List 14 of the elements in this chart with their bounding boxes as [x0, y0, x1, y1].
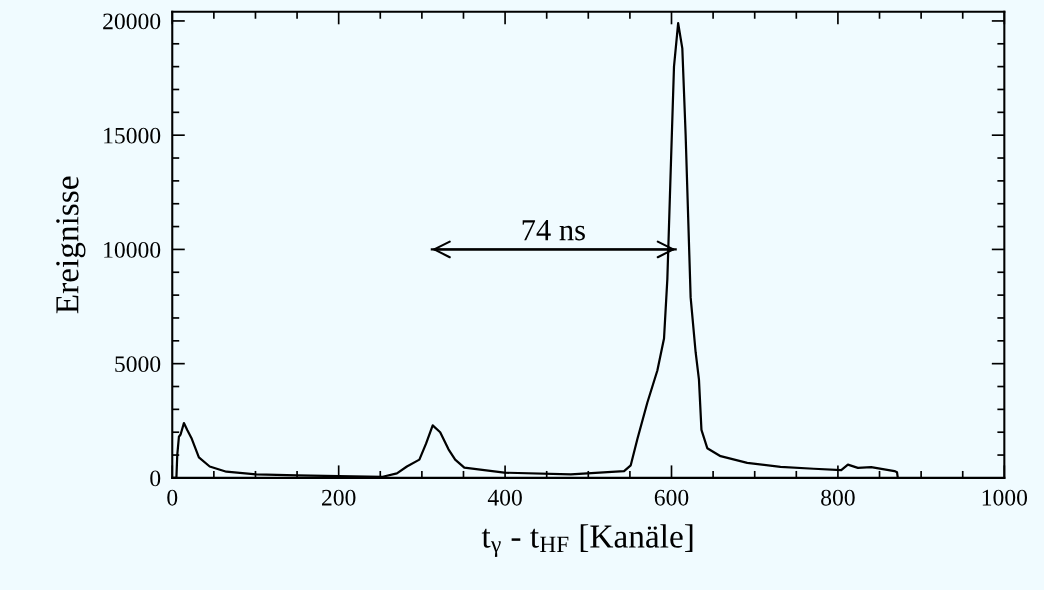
x-tick-label: 1000 — [982, 489, 1028, 506]
x-tick-label: 800 — [821, 489, 855, 506]
x-tick-label: 0 — [167, 489, 178, 506]
y-tick-label: 10000 — [104, 241, 161, 258]
annotation: 74 ns — [522, 220, 585, 241]
y-tick-label: 15000 — [104, 127, 161, 144]
x-tick-label: 400 — [487, 489, 522, 506]
x-tick-label: 600 — [654, 489, 689, 506]
y-tick-label: 20000 — [103, 13, 161, 30]
y-tick-label: 5000 — [115, 356, 161, 373]
x-tick-label: 200 — [322, 489, 356, 506]
y-tick-label: 0 — [150, 470, 161, 487]
y-axis-title: Ereignisse — [56, 176, 86, 314]
x-axis-title: t$_{γ}$ - t$_{HF}$ [Kanäle] — [481, 524, 693, 557]
